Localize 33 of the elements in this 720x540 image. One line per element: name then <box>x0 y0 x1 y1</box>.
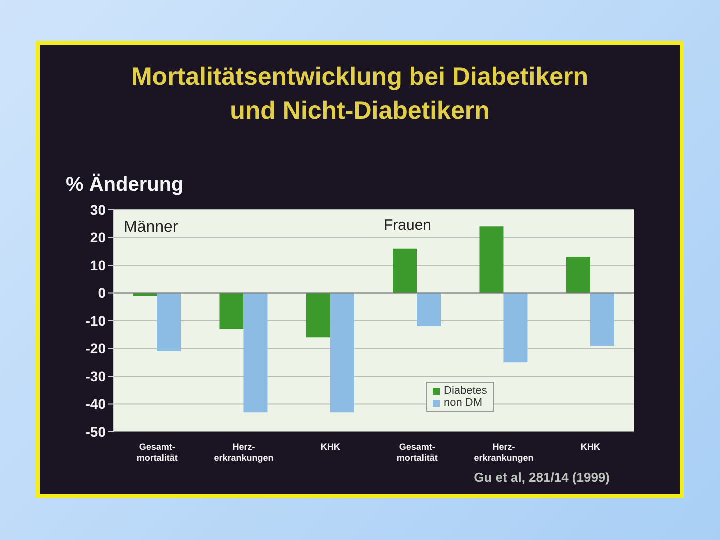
y-tick-label: -20 <box>86 340 106 357</box>
x-tick-label: Herz- erkrankungen <box>214 442 274 463</box>
bar <box>504 293 528 363</box>
x-tick-label: Herz- erkrankungen <box>474 442 534 463</box>
text: Gu et al, 281/14 (1999) <box>474 470 610 485</box>
bar <box>393 248 418 294</box>
bar <box>244 293 268 413</box>
legend-label: non DM <box>444 397 483 409</box>
annotation: Frauen <box>384 217 432 234</box>
x-tick-label: KHK <box>580 442 601 452</box>
bar <box>220 293 244 330</box>
legend-label: Diabetes <box>444 385 488 397</box>
bar <box>590 293 614 346</box>
y-axis-title: % Änderung <box>66 174 184 197</box>
bar <box>157 293 182 352</box>
y-tick-label: -40 <box>86 396 106 412</box>
y-tick-label: 20 <box>90 230 106 246</box>
y-tick-label: -50 <box>86 424 106 440</box>
chart-title: Mortalitätsentwicklung bei Diabetikern und Nicht-Diabetikern <box>130 62 590 127</box>
x-tick-label: Gesamt- mortalität <box>136 442 178 463</box>
y-tick-label: 0 <box>98 285 106 302</box>
y-tick-label: 10 <box>90 257 106 274</box>
bar <box>480 226 504 294</box>
bar <box>417 293 442 327</box>
bar <box>566 257 590 294</box>
bar <box>330 293 354 413</box>
x-tick-label: KHK <box>320 442 341 452</box>
y-tick-label: -30 <box>86 368 106 384</box>
x-tick-label: Gesamt- mortalität <box>396 442 438 463</box>
y-tick-label: -10 <box>86 312 106 329</box>
bar <box>306 293 330 338</box>
y-tick-label: 30 <box>90 202 106 218</box>
annotation: Männer <box>124 219 179 236</box>
